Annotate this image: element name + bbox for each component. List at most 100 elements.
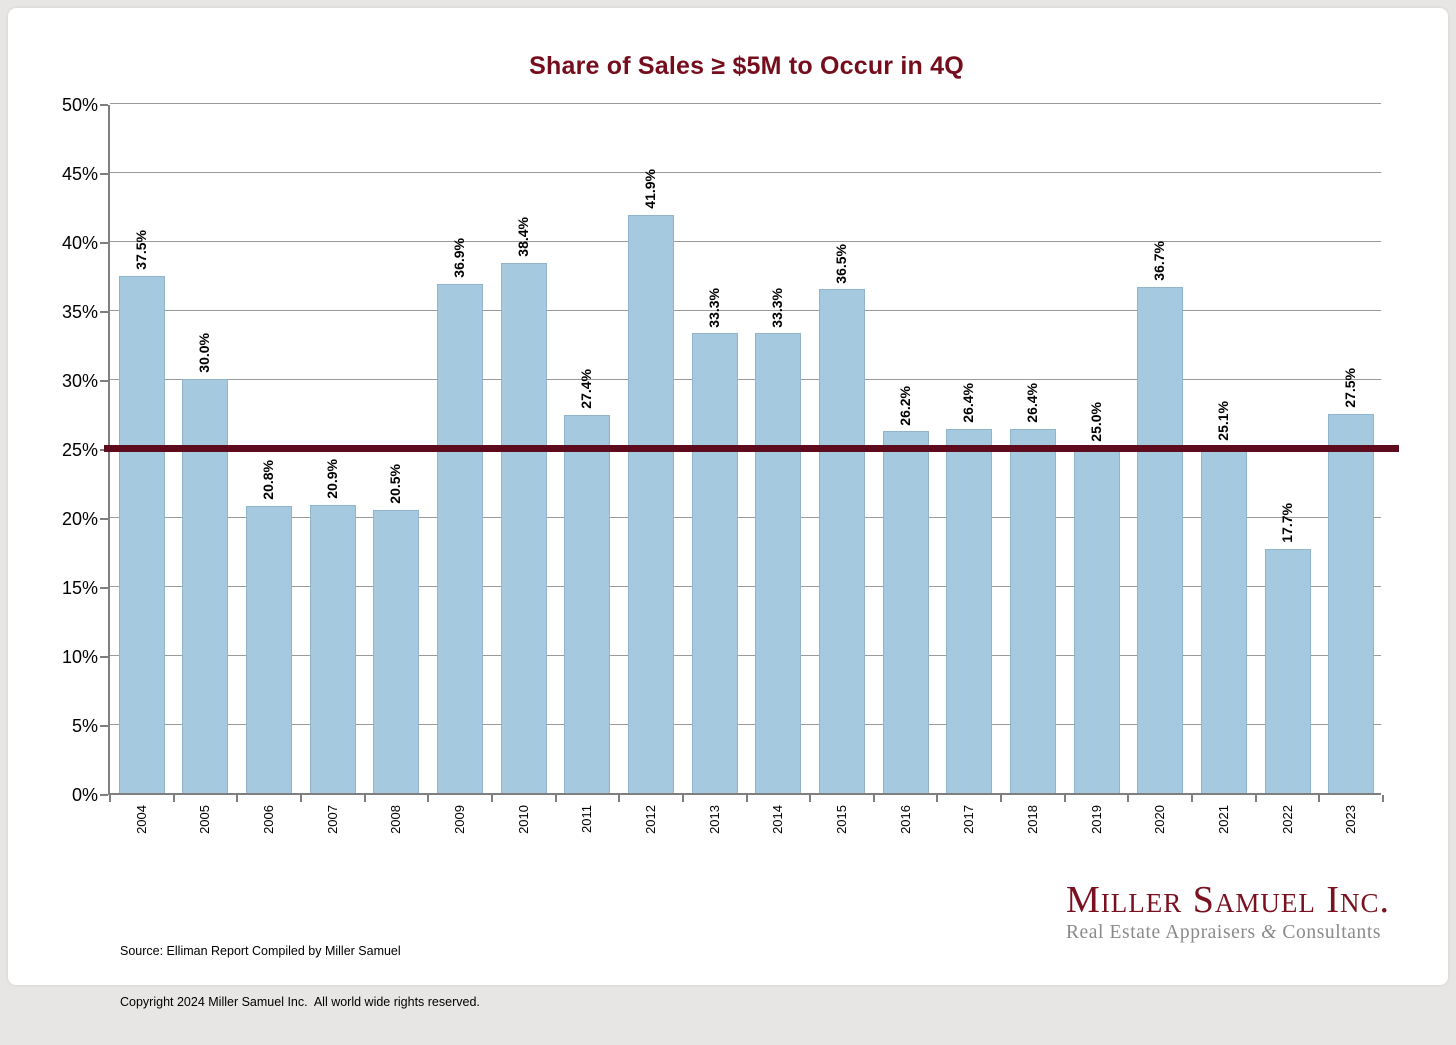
bar [1073, 448, 1120, 793]
bar [1264, 548, 1311, 793]
gridline [110, 240, 1381, 242]
bar [946, 428, 993, 793]
y-axis-label: 20% [61, 509, 98, 529]
x-axis-tick [554, 795, 557, 802]
chart-card: Share of Sales ≥ $5M to Occur in 4Q 0% 5%… [8, 8, 1448, 1009]
x-axis-tick [299, 795, 302, 802]
y-axis-label: 25% [61, 440, 98, 460]
x-axis-label: 2014 [770, 805, 786, 834]
bar-value-label: 25.1% [1214, 400, 1231, 441]
logo-wordmark: Miller Samuel Inc. [1065, 879, 1390, 921]
x-axis-tick [363, 795, 366, 802]
bar-value-label: 20.9% [323, 458, 340, 499]
bar-value-label: 36.7% [1151, 240, 1168, 281]
x-axis-tick [745, 795, 748, 802]
y-axis-tick [100, 173, 108, 175]
x-axis-label: 2009 [452, 805, 468, 834]
x-axis-tick [1191, 795, 1194, 802]
gridline [110, 585, 1381, 587]
y-axis-tick [100, 380, 108, 382]
bar [882, 431, 929, 793]
bar-value-label: 20.5% [387, 464, 404, 505]
x-axis-tick [427, 795, 430, 802]
y-axis-tick [100, 725, 108, 727]
tagline-text: Real Estate Appraisers [1065, 922, 1262, 943]
y-axis-label: 40% [61, 233, 98, 253]
x-axis-tick [1382, 795, 1384, 802]
x-axis-tick [809, 795, 812, 802]
y-axis-label: 0% [71, 785, 98, 805]
y-axis-label: 35% [61, 302, 98, 322]
x-axis-tick [681, 795, 684, 802]
gridline [110, 102, 1381, 104]
x-axis-label: 2004 [133, 805, 149, 834]
x-axis-label: 2012 [643, 805, 659, 834]
bar-value-label: 38.4% [514, 217, 531, 258]
chart-title: Share of Sales ≥ $5M to Occur in 4Q [529, 52, 964, 80]
bar-value-label: 27.4% [578, 369, 595, 409]
y-axis-label: 30% [61, 371, 98, 391]
y-axis-label: 50% [61, 95, 98, 115]
bar-value-label: 20.8% [260, 460, 277, 500]
bar-value-label: 37.5% [132, 229, 149, 270]
company-logo: Miller Samuel Inc. Real Estate Appraiser… [1066, 880, 1390, 945]
bar-value-label: 36.9% [451, 238, 468, 278]
y-axis-label: 15% [61, 578, 98, 598]
bar [1009, 428, 1056, 793]
x-axis-label: 2018 [1024, 805, 1040, 834]
y-axis-label: 10% [61, 647, 98, 667]
y-axis-tick [100, 794, 108, 796]
source-note: Source: Elliman Report Compiled by Mille… [120, 909, 480, 1045]
y-axis-label: 45% [61, 164, 98, 184]
tagline-text: Consultants [1276, 922, 1382, 943]
bar-value-label: 25.0% [1087, 402, 1104, 442]
x-axis-label: 2011 [579, 805, 595, 833]
gridline [110, 723, 1381, 725]
source-line: Source: Elliman Report Compiled by Mille… [120, 944, 401, 958]
bar-value-label: 30.0% [196, 333, 213, 373]
bar [246, 505, 293, 793]
bar-value-label: 41.9% [642, 169, 659, 209]
y-axis-tick [100, 104, 108, 106]
x-axis-label: 2015 [833, 805, 849, 834]
bar [755, 333, 802, 793]
x-axis-label: 2021 [1215, 805, 1231, 834]
logo-tagline: Real Estate Appraisers & Consultants [1066, 921, 1390, 945]
x-axis-tick [1063, 795, 1066, 802]
bar [691, 333, 738, 793]
x-axis-tick [1127, 795, 1130, 802]
x-axis-tick [1000, 795, 1003, 802]
x-axis-tick [618, 795, 621, 802]
x-axis-label: 2007 [324, 805, 340, 834]
gridline [110, 309, 1381, 311]
x-axis-tick [1318, 795, 1321, 802]
bar [182, 379, 229, 793]
y-axis-label: 5% [71, 716, 98, 736]
bar-value-label: 26.2% [896, 385, 913, 426]
x-axis-label: 2023 [1343, 805, 1359, 834]
gridline [110, 171, 1381, 173]
x-axis-label: 2019 [1088, 805, 1104, 834]
bar-value-label: 33.3% [769, 287, 786, 328]
bar [118, 275, 165, 793]
bar-value-label: 26.4% [960, 382, 977, 423]
x-axis-tick [1254, 795, 1257, 802]
bar [818, 289, 865, 793]
x-axis-label: 2013 [706, 805, 722, 834]
tagline-ampersand: & [1261, 922, 1277, 943]
y-axis-tick [100, 311, 108, 313]
plot-area: 0% 5% 10% 15% 20% 25% 30% 35% 40% 45% 50% 37.5% 2004… [62, 95, 1399, 834]
bar [1200, 446, 1247, 793]
x-axis-tick [109, 795, 111, 802]
bar [500, 263, 547, 793]
copyright-line: Copyright 2024 Miller Samuel Inc. All wo… [120, 995, 480, 1009]
bar [437, 283, 484, 793]
x-axis-tick [490, 795, 493, 802]
bar [309, 504, 356, 793]
y-axis-tick [100, 587, 108, 589]
y-axis-tick [100, 242, 108, 244]
reference-line [104, 444, 1399, 452]
x-axis-tick [172, 795, 175, 802]
bar [628, 214, 675, 793]
x-axis-tick [936, 795, 939, 802]
